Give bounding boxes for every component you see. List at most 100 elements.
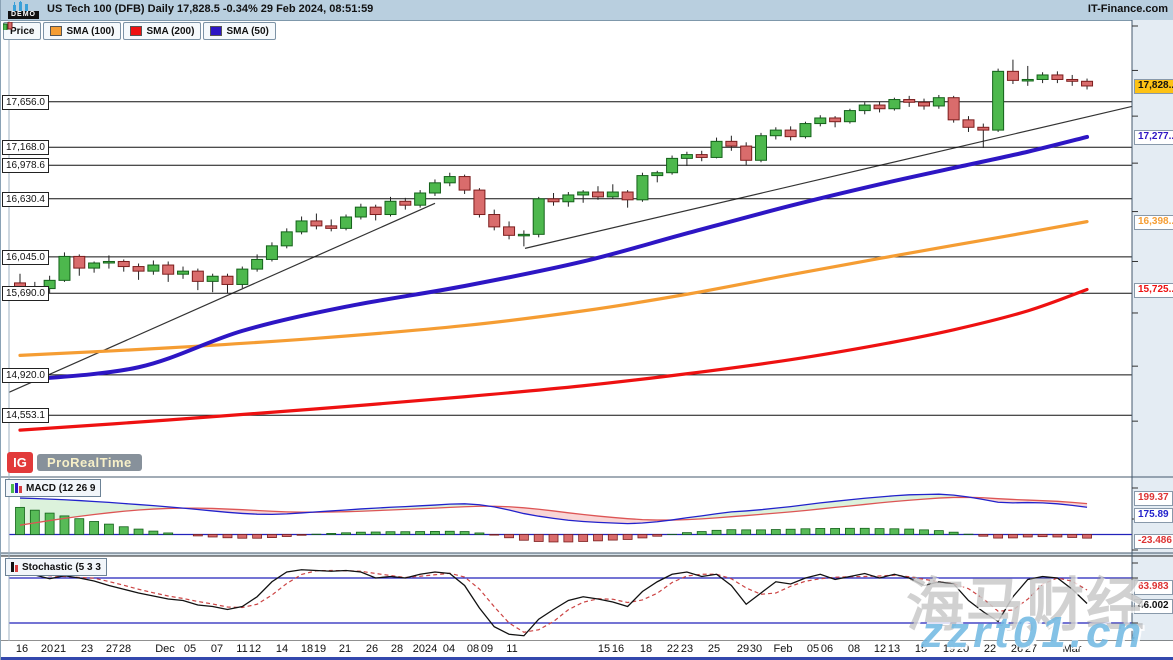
candle [1021, 78, 1034, 82]
macd-indicator-header[interactable]: MACD (12 26 9 [5, 479, 102, 497]
macd-histogram-bar [474, 532, 485, 535]
price-badge-sma50: 17,277.. [1134, 129, 1173, 145]
legend-tab-sma50[interactable]: SMA (50) [203, 22, 276, 40]
candle [295, 220, 308, 233]
candle [636, 175, 649, 201]
level-label: 16,630.4 [2, 191, 49, 207]
macd-histogram-bar [459, 531, 470, 535]
macd-histogram-bar [281, 534, 292, 537]
sma50-swatch [210, 26, 223, 36]
candle [443, 176, 456, 184]
macd-histogram-bar [148, 530, 159, 535]
date-tick-label: 30 [749, 643, 763, 655]
macd-histogram-bar [504, 534, 514, 539]
candle [1081, 80, 1094, 87]
date-tick-label: 22 [983, 643, 997, 655]
date-tick-label: 04 [442, 643, 456, 655]
candle [354, 206, 367, 218]
date-tick-label: Feb [773, 643, 793, 655]
macd-histogram-bar [1082, 534, 1092, 539]
date-tick-label: 12 [873, 643, 887, 655]
legend-tab-sma100[interactable]: SMA (100) [43, 22, 122, 40]
candle [577, 191, 590, 196]
candle [903, 99, 916, 103]
macd-histogram-bar [889, 528, 900, 535]
macd-histogram-bar [1008, 534, 1018, 539]
date-tick-label: 23 [80, 643, 94, 655]
macd-histogram-bar [370, 531, 381, 535]
price-badge-sma200: 15,725.. [1134, 282, 1173, 298]
macd-histogram-bar [978, 534, 989, 537]
date-tick-label: 23 [680, 643, 694, 655]
price-pane[interactable] [8, 59, 1132, 432]
macd-histogram-bar [74, 518, 85, 535]
macd-pane[interactable] [9, 493, 1132, 543]
macd-histogram-bar [845, 527, 855, 535]
legend-sma50-label: SMA (50) [226, 25, 269, 37]
macd-histogram-bar [652, 534, 663, 537]
date-tick-label: 16 [611, 643, 625, 655]
macd-histogram-bar [756, 529, 766, 535]
stoch-d-line [19, 569, 1088, 633]
candle [680, 154, 693, 159]
candle [962, 119, 975, 128]
legend-tab-price[interactable]: Price [3, 22, 42, 40]
candle [73, 255, 86, 269]
macd-histogram-bar [785, 528, 796, 535]
macd-histogram-bar [563, 534, 574, 543]
time-axis[interactable]: 16 20 21 23 27 28 Dec 05 07 11 12 14 18 19 21 26 28 2024 0… [1, 641, 1173, 657]
macd-histogram-bar [548, 534, 559, 543]
price-candle-icon [3, 22, 13, 30]
macd-histogram-bar [341, 532, 351, 535]
candle [784, 129, 797, 138]
candle [414, 192, 427, 206]
candle [132, 266, 145, 272]
macd-histogram-bar [993, 534, 1004, 539]
macd-histogram-bar [696, 531, 707, 535]
candle [695, 154, 708, 158]
macd-histogram-bar [578, 534, 589, 542]
candle [384, 200, 397, 216]
candle [162, 264, 175, 275]
macd-histogram-bar [593, 534, 603, 542]
macd-histogram-bar [1067, 534, 1078, 538]
candle [88, 262, 101, 269]
date-tick-label: 29 [736, 643, 750, 655]
macd-histogram-bar [919, 529, 929, 535]
macd-histogram-bar [859, 527, 870, 535]
macd-histogram-bar [430, 530, 440, 535]
candle [221, 275, 234, 285]
stochastic-indicator-header[interactable]: Stochastic (5 3 3 [5, 558, 107, 576]
ig-logo: IG [7, 452, 33, 473]
macd-histogram-bar [830, 528, 840, 535]
macd-histogram-bar [800, 528, 811, 535]
sma100-line [18, 220, 1089, 357]
legend-price-label: Price [10, 25, 35, 37]
candle [428, 182, 441, 194]
candle [369, 206, 382, 216]
date-tick-label: 26 [365, 643, 379, 655]
legend-tab-sma200[interactable]: SMA (200) [123, 22, 202, 40]
macd-histogram-bar [444, 530, 455, 535]
level-label: 14,920.0 [2, 367, 49, 383]
prorealtime-badge: ProRealTime [37, 454, 142, 471]
macd-value-badge: -23.486 [1134, 534, 1173, 550]
macd-header-label: MACD (12 26 9 [26, 482, 96, 494]
macd-histogram-bar [489, 534, 500, 536]
macd-histogram-bar [222, 534, 233, 539]
date-tick-label: 05 [183, 643, 197, 655]
candle [873, 104, 886, 110]
date-tick-label: 15 [914, 643, 928, 655]
date-tick-label: 25 [707, 643, 721, 655]
date-tick-label: 19 [313, 643, 327, 655]
candle [147, 264, 160, 272]
candle [814, 117, 827, 125]
candle [918, 101, 931, 107]
date-tick-label: 06 [820, 643, 834, 655]
candle [177, 270, 190, 275]
candle [117, 260, 130, 268]
date-tick-label: 19 [942, 643, 956, 655]
stochastic-pane[interactable] [9, 569, 1132, 637]
